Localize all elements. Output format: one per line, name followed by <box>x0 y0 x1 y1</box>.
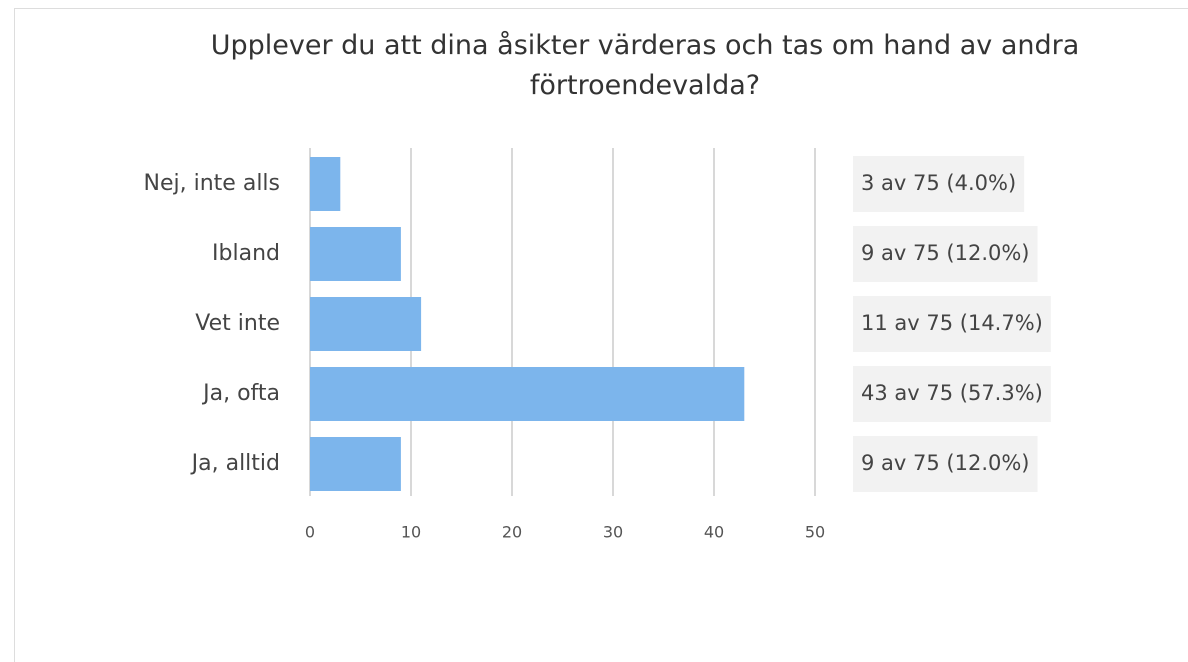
frame <box>14 8 1188 662</box>
y-tick-label: Nej, inte alls <box>144 171 280 196</box>
y-tick-label: Ja, alltid <box>190 451 280 476</box>
bar <box>310 227 401 281</box>
bar <box>310 157 341 211</box>
value-label-box <box>853 156 1025 212</box>
x-tick-label: 20 <box>502 523 522 542</box>
x-tick-label: 30 <box>603 523 623 542</box>
chart-title: Upplever du att dina åsikter värderas oc… <box>210 30 1080 101</box>
x-tick-label: 0 <box>305 523 315 542</box>
x-tick-label: 40 <box>704 523 724 542</box>
value-label: 9 av 75 (12.0%) <box>861 451 1030 475</box>
value-label-box <box>853 436 1038 492</box>
value-label: 9 av 75 (12.0%) <box>861 241 1030 265</box>
y-tick-label: Ibland <box>212 241 280 266</box>
value-label-box <box>853 366 1051 422</box>
y-tick-label: Ja, ofta <box>201 381 280 406</box>
value-label-box <box>853 226 1038 282</box>
x-tick-label: 50 <box>805 523 825 542</box>
bar <box>310 297 422 351</box>
bar <box>310 437 401 491</box>
value-label: 43 av 75 (57.3%) <box>861 381 1043 405</box>
value-label: 3 av 75 (4.0%) <box>861 171 1016 195</box>
value-label: 11 av 75 (14.7%) <box>861 311 1043 335</box>
bar <box>310 367 745 421</box>
x-tick-label: 10 <box>401 523 421 542</box>
value-label-box <box>853 296 1051 352</box>
y-tick-label: Vet inte <box>195 311 280 336</box>
